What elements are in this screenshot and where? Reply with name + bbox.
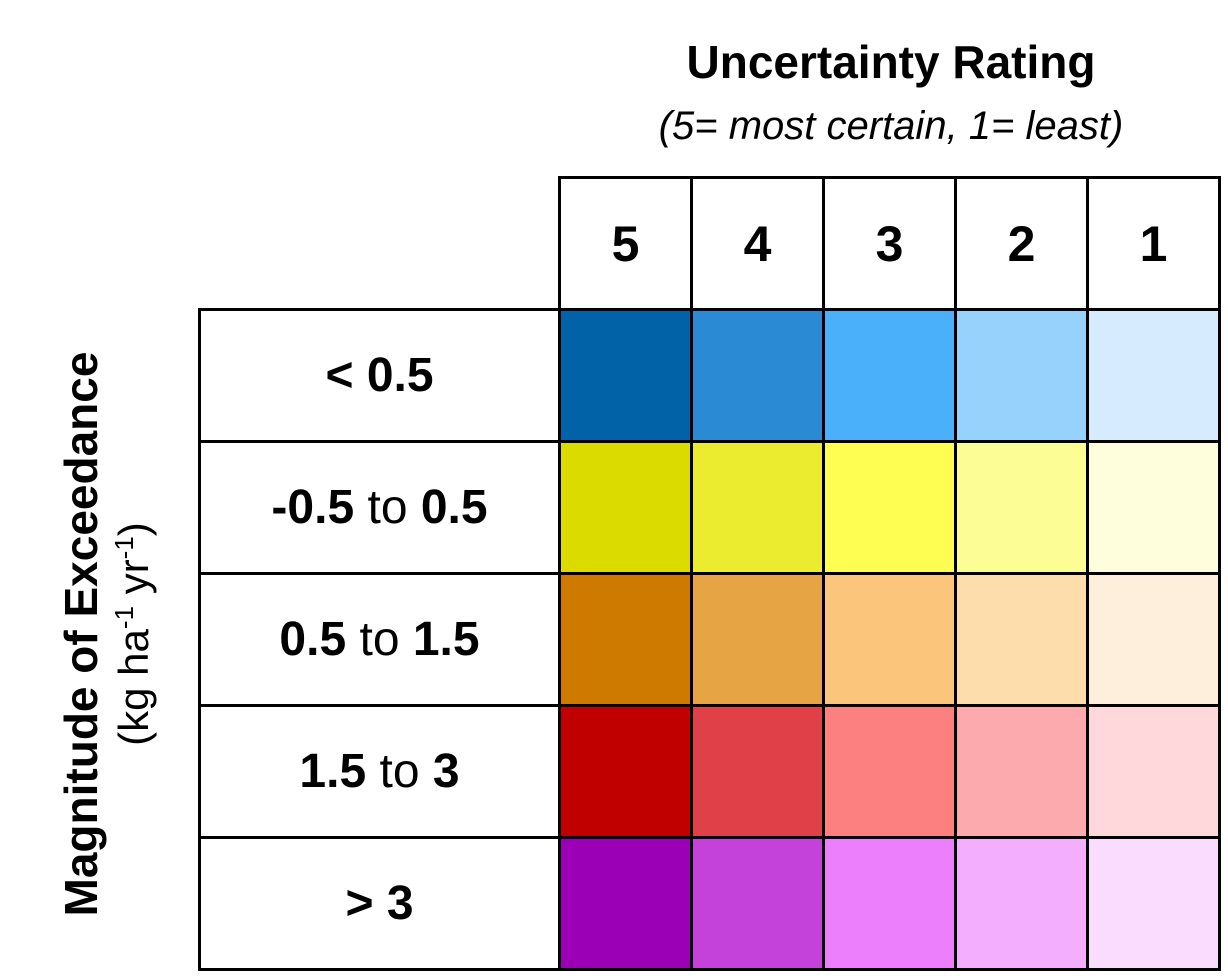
color-swatch-cell xyxy=(558,308,693,443)
unit-exponent-yr: -1 xyxy=(109,536,139,560)
uncertainty-rating-title: Uncertainty Rating xyxy=(686,36,1096,88)
row-label-part: to xyxy=(346,613,413,666)
uncertainty-color-matrix: 5 4 3 2 1 < 0.5 -0.5 to 0.5 0.5 to 1.5 1.5 to 3 >… xyxy=(198,176,1221,971)
row-label-part: 1.5 xyxy=(299,745,367,798)
empty-corner xyxy=(200,178,560,310)
row-label-part: < 0.5 xyxy=(325,349,434,402)
unit-part-yr: yr xyxy=(110,559,157,606)
row-label-part: > 3 xyxy=(345,877,414,930)
column-header-rating: 2 xyxy=(954,176,1089,311)
color-swatch-cell xyxy=(1086,440,1221,575)
color-swatch-cell xyxy=(690,572,825,707)
column-header-rating: 4 xyxy=(690,176,825,311)
row-label-part: -0.5 xyxy=(271,481,355,534)
color-swatch-cell xyxy=(954,836,1089,971)
column-header-rating: 3 xyxy=(822,176,957,311)
color-swatch-cell xyxy=(822,836,957,971)
row-label-part: 0.5 xyxy=(279,613,347,666)
row-header-magnitude: < 0.5 xyxy=(198,308,561,443)
color-swatch-cell xyxy=(558,836,693,971)
side-axis-label-inner: Magnitude of Exceedance (kg ha-1 yr-1) xyxy=(53,294,159,974)
row-header-magnitude: -0.5 to 0.5 xyxy=(198,440,561,575)
matrix-row: 0.5 to 1.5 xyxy=(198,572,1221,707)
row-label-part: to xyxy=(354,481,421,534)
color-swatch-cell xyxy=(1086,704,1221,839)
row-label-part: 0.5 xyxy=(420,481,488,534)
color-swatch-cell xyxy=(822,440,957,575)
matrix-row: < 0.5 xyxy=(198,308,1221,443)
color-swatch-cell xyxy=(954,308,1089,443)
color-swatch-cell xyxy=(558,440,693,575)
color-swatch-cell xyxy=(690,440,825,575)
color-swatch-cell xyxy=(1086,572,1221,707)
color-swatch-cell xyxy=(690,836,825,971)
color-swatch-cell xyxy=(558,704,693,839)
color-swatch-cell xyxy=(690,704,825,839)
column-header-rating: 5 xyxy=(558,176,693,311)
matrix-row: -0.5 to 0.5 xyxy=(198,440,1221,575)
matrix-row: 1.5 to 3 xyxy=(198,704,1221,839)
unit-part-close: ) xyxy=(110,522,157,537)
row-header-magnitude: > 3 xyxy=(198,836,561,971)
color-swatch-cell xyxy=(954,704,1089,839)
row-label-part: to xyxy=(366,745,433,798)
magnitude-unit: (kg ha-1 yr-1) xyxy=(109,294,159,974)
unit-exponent-ha: -1 xyxy=(109,605,139,630)
color-swatch-cell xyxy=(822,308,957,443)
magnitude-title: Magnitude of Exceedance xyxy=(55,351,107,917)
color-swatch-cell xyxy=(822,704,957,839)
color-swatch-cell xyxy=(954,440,1089,575)
color-swatch-cell xyxy=(1086,836,1221,971)
matrix-row: > 3 xyxy=(198,836,1221,971)
color-swatch-cell xyxy=(954,572,1089,707)
color-swatch-cell xyxy=(558,572,693,707)
color-swatch-cell xyxy=(822,572,957,707)
unit-part-kg-ha: (kg ha xyxy=(110,629,157,746)
row-header-magnitude: 0.5 to 1.5 xyxy=(198,572,561,707)
uncertainty-rating-subtitle: (5= most certain, 1= least) xyxy=(658,104,1124,148)
row-label-part: 1.5 xyxy=(412,613,480,666)
color-swatch-cell xyxy=(690,308,825,443)
row-label-part: 3 xyxy=(432,745,460,798)
row-header-magnitude: 1.5 to 3 xyxy=(198,704,561,839)
column-header-rating: 1 xyxy=(1086,176,1221,311)
color-swatch-cell xyxy=(1086,308,1221,443)
matrix-body: 5 4 3 2 1 < 0.5 -0.5 to 0.5 0.5 to 1.5 1.5 to 3 >… xyxy=(198,176,1221,971)
